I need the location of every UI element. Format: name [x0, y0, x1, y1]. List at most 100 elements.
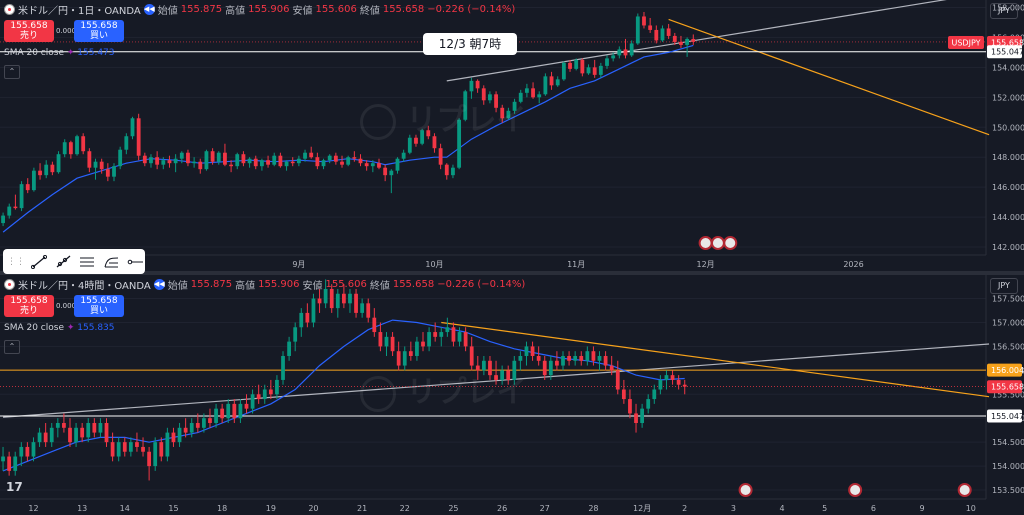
candle-body: [299, 312, 304, 328]
candle-body: [586, 67, 591, 74]
candle-body: [281, 355, 285, 380]
candle-body: [202, 418, 206, 428]
x-tick-label: 18: [217, 504, 227, 513]
h4-chart-pane[interactable]: 157.500157.000156.500156.000155.500155.0…: [0, 275, 1024, 515]
low-value: 155.606: [315, 4, 357, 15]
candle-body: [68, 142, 73, 155]
candle-body: [664, 375, 669, 380]
replay-watermark-text: リプレイ: [406, 103, 527, 138]
h4-chart-canvas[interactable]: 157.500157.000156.500156.000155.500155.0…: [0, 275, 1024, 515]
candle-body: [44, 164, 49, 176]
candle-body: [475, 80, 480, 89]
symbol-title[interactable]: 米ドル／円・4時間・OANDA: [18, 281, 151, 292]
candle-body: [1, 215, 5, 224]
candle-body: [93, 161, 98, 168]
y-tick-label: 156.500: [992, 342, 1024, 351]
x-tick-label: 10月: [425, 260, 443, 269]
event-flag-icon: [710, 236, 725, 250]
candle-body: [372, 317, 377, 333]
candle-body: [354, 293, 358, 313]
currency-selector[interactable]: JPY: [990, 278, 1018, 294]
candle-body: [210, 151, 215, 162]
collapse-legend-button[interactable]: ⌃: [4, 340, 20, 354]
candle-body: [670, 375, 675, 380]
candle-body: [122, 442, 127, 452]
ray-tool-icon[interactable]: [53, 253, 73, 271]
currency-selector[interactable]: JPY: [990, 3, 1018, 19]
drawing-toolbar[interactable]: ⋮⋮: [3, 249, 145, 274]
y-tick-label: 154.500: [992, 438, 1024, 447]
candle-body: [74, 427, 78, 443]
indicator-settings-icon[interactable]: ✦: [66, 323, 75, 333]
candle-body: [537, 94, 542, 98]
candle-body: [469, 80, 474, 92]
buy-button[interactable]: 155.658 買い: [74, 295, 124, 317]
candle-body: [621, 389, 626, 400]
x-tick-label: 19: [266, 504, 276, 513]
candle-body: [568, 62, 572, 69]
candle-body: [573, 355, 578, 361]
indicator-settings-icon[interactable]: ✦: [66, 48, 75, 58]
x-tick-label: 13: [77, 504, 87, 513]
replay-icon[interactable]: ◀◀: [153, 279, 165, 290]
sell-button[interactable]: 155.658 売り: [4, 20, 54, 42]
candle-body: [244, 403, 249, 409]
x-tick-label: 12月: [697, 260, 715, 269]
trend-line-tool-icon[interactable]: [29, 253, 49, 271]
candle-body: [167, 160, 172, 164]
candle-body: [116, 442, 121, 457]
replay-watermark: リプレイ: [360, 95, 526, 140]
y-tick-label: 152.000: [992, 93, 1024, 102]
candle-body: [1, 456, 5, 462]
text-annotation[interactable]: 12/3 朝7時: [423, 33, 517, 55]
candle-body: [457, 332, 462, 342]
candle-body: [80, 427, 85, 438]
candle-body: [266, 160, 270, 165]
buy-button[interactable]: 155.658 買い: [74, 20, 124, 42]
parallel-channel-tool-icon[interactable]: [77, 253, 97, 271]
tradingview-logo[interactable]: 17: [6, 480, 23, 494]
candle-body: [421, 341, 425, 347]
replay-icon[interactable]: ◀◀: [143, 4, 155, 15]
drag-handle-icon[interactable]: ⋮⋮: [7, 256, 25, 267]
collapse-legend-button[interactable]: ⌃: [4, 65, 20, 79]
candle-body: [605, 58, 609, 66]
fib-tool-icon[interactable]: [101, 253, 121, 271]
candle-body: [62, 423, 66, 428]
candle-body: [390, 336, 395, 352]
sma-legend[interactable]: SMA 20 close ✦ 155.835: [4, 323, 115, 333]
symbol-title[interactable]: 米ドル／円・1日・OANDA: [18, 6, 141, 17]
candle-body: [68, 427, 72, 443]
x-tick-label: 5: [822, 504, 827, 513]
sell-button[interactable]: 155.658 売り: [4, 295, 54, 317]
candle-body: [481, 88, 486, 101]
replay-watermark-icon: [360, 103, 396, 140]
candle-body: [75, 136, 79, 155]
candle-body: [124, 136, 129, 150]
candle-body: [426, 130, 431, 137]
horizontal-ray-tool-icon[interactable]: [125, 253, 145, 271]
x-tick-label: 21: [357, 504, 367, 513]
candle-body: [574, 59, 579, 69]
candle-body: [130, 118, 135, 137]
pane-divider[interactable]: [0, 271, 1024, 275]
y-tick-label: 150.000: [992, 123, 1024, 132]
candle-body: [287, 341, 291, 356]
candle-body: [49, 427, 54, 443]
candle-body: [87, 151, 92, 168]
candle-body: [364, 163, 369, 167]
candle-body: [99, 161, 104, 170]
candle-body: [229, 164, 234, 167]
daily-chart-canvas[interactable]: 158.000156.000154.000152.000150.000148.0…: [0, 0, 1024, 272]
x-tick-label: 12月: [633, 504, 651, 513]
open-value: 155.875: [180, 4, 223, 15]
candle-body: [451, 167, 455, 176]
sma-legend[interactable]: SMA 20 close ✦ 155.473: [4, 48, 115, 58]
candle-body: [691, 38, 696, 42]
candle-body: [13, 456, 18, 471]
candle-body: [38, 170, 42, 176]
candle-body: [358, 158, 363, 164]
daily-chart-pane[interactable]: 158.000156.000154.000152.000150.000148.0…: [0, 0, 1024, 272]
candle-body: [531, 88, 535, 98]
candle-body: [348, 293, 352, 304]
